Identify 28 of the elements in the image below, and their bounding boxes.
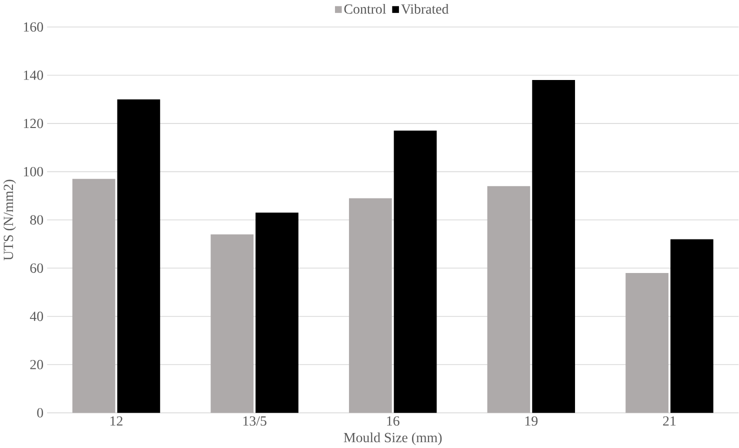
x-tick-label: 21 [663, 416, 676, 426]
x-tick-label: 16 [387, 416, 400, 426]
bar [626, 272, 668, 413]
x-tick-label: 12 [110, 416, 122, 426]
y-tick-label: 60 [30, 263, 44, 273]
y-axis-title: UTS (N/mm2) [3, 180, 16, 260]
y-tick-label: 20 [30, 360, 44, 370]
bar [256, 212, 298, 413]
y-tick-label: 80 [30, 215, 44, 224]
bar [72, 178, 116, 413]
bar [394, 130, 437, 413]
bar [487, 186, 530, 413]
y-tick-label: 140 [24, 70, 44, 80]
bar [117, 99, 160, 413]
legend-label: Vibrated [401, 4, 449, 14]
y-tick-label: 160 [24, 22, 44, 32]
bar [670, 238, 714, 413]
y-tick-label: 0 [37, 408, 44, 418]
y-tick-label: 100 [24, 166, 44, 176]
y-tick-label: 120 [24, 118, 44, 128]
x-tick-label: 13/5 [243, 416, 266, 426]
legend-label: Control [344, 4, 386, 14]
bar [532, 80, 576, 413]
y-tick-label: 40 [30, 311, 44, 321]
x-axis-title: Mould Size (mm) [344, 432, 442, 445]
bar [348, 198, 392, 413]
x-tick-label: 19 [525, 416, 538, 426]
bar [210, 234, 254, 413]
